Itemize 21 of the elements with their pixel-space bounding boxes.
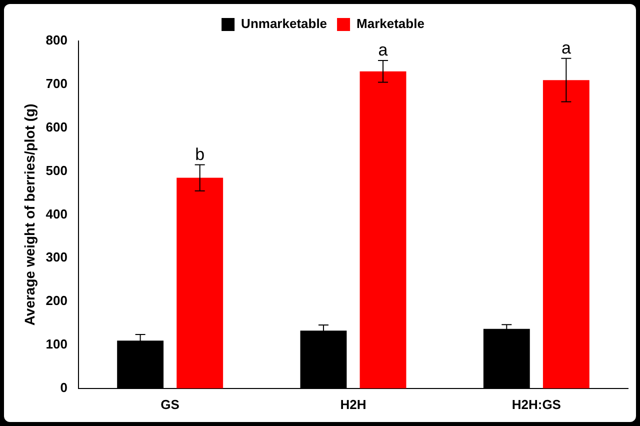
y-tick-label: 100 bbox=[46, 336, 68, 352]
x-tick-label: H2H:GS bbox=[512, 396, 562, 412]
bar bbox=[360, 71, 406, 388]
x-tick-label: GS bbox=[160, 396, 180, 412]
y-tick-label: 300 bbox=[46, 250, 68, 265]
x-tick-label: H2H bbox=[340, 396, 366, 412]
y-tick-label: 400 bbox=[46, 206, 68, 222]
legend-label: Unmarketable bbox=[241, 16, 328, 32]
y-tick-label: 800 bbox=[46, 32, 68, 48]
bar bbox=[176, 178, 224, 388]
y-axis-title: Average weight of berries/plot (g) bbox=[21, 104, 38, 326]
annotation: a bbox=[561, 38, 572, 58]
legend-label: Marketable bbox=[356, 16, 424, 32]
y-tick-label: 500 bbox=[46, 162, 68, 178]
y-tick-label: 700 bbox=[46, 76, 68, 92]
bar bbox=[542, 80, 590, 388]
y-tick-label: 200 bbox=[46, 293, 68, 308]
y-tick-label: 0 bbox=[60, 380, 68, 395]
y-tick-label: 600 bbox=[46, 119, 68, 134]
annotation: b bbox=[195, 144, 205, 164]
annotation: a bbox=[378, 40, 388, 60]
